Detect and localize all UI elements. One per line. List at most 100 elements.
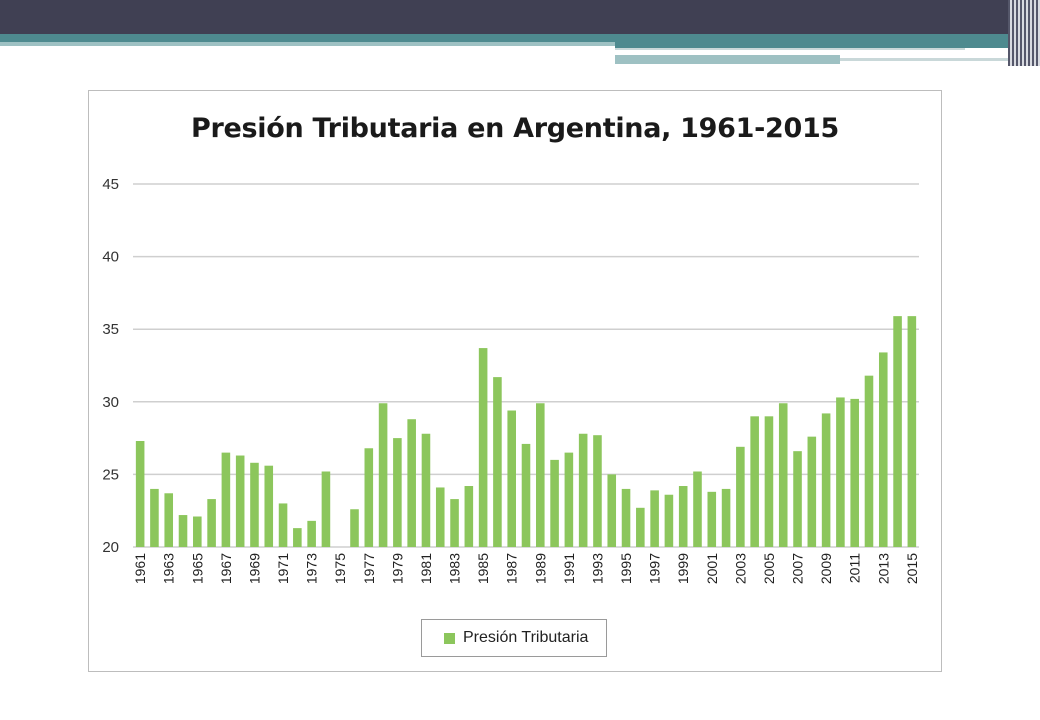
- x-tick-label: 1987: [504, 553, 520, 584]
- bar-1963: [164, 493, 174, 547]
- bar-1997: [650, 490, 659, 547]
- bar-1961: [135, 441, 145, 547]
- y-tick-label: 30: [102, 394, 119, 411]
- bar-1984: [464, 486, 474, 547]
- bar-1974: [321, 471, 331, 547]
- slide-header-accent-light: [0, 42, 615, 46]
- bar-2013: [878, 352, 888, 547]
- x-tick-label: 2003: [732, 553, 748, 584]
- x-tick-label: 1979: [389, 553, 405, 584]
- x-tick-label: 2015: [904, 553, 920, 584]
- bar-1965: [193, 516, 202, 547]
- bar-2010: [836, 397, 845, 547]
- bar-1967: [221, 452, 231, 547]
- slide-header-accent: [0, 34, 1010, 42]
- bar-1986: [493, 377, 502, 547]
- x-tick-label: 1965: [189, 553, 205, 584]
- bar-2005: [764, 416, 774, 547]
- bar-1964: [178, 515, 188, 547]
- x-tick-label: 2011: [847, 553, 863, 583]
- bar-1968: [235, 455, 245, 547]
- y-tick-label: 40: [102, 249, 119, 266]
- bar-1980: [407, 419, 416, 547]
- legend-swatch: [444, 632, 455, 644]
- x-tick-label: 1991: [561, 553, 577, 584]
- bar-1971: [278, 503, 288, 547]
- x-tick-label: 1997: [647, 553, 663, 584]
- y-tick-label: 35: [102, 321, 119, 338]
- x-tick-label: 2009: [818, 553, 834, 584]
- bar-1982: [435, 487, 445, 547]
- x-tick-label: 1961: [132, 553, 148, 584]
- x-tick-label: 1975: [332, 553, 348, 584]
- x-tick-label: 1973: [304, 553, 320, 584]
- chart-frame: Presión Tributaria en Argentina, 1961-20…: [88, 90, 942, 672]
- bar-1970: [264, 465, 274, 547]
- bar-1977: [364, 448, 374, 547]
- x-tick-label: 1985: [475, 553, 491, 584]
- bar-1995: [621, 488, 631, 547]
- bar-2000: [693, 471, 702, 547]
- chart-legend: Presión Tributaria: [421, 619, 607, 657]
- slide-header-line: [615, 48, 965, 50]
- bar-2007: [793, 451, 802, 547]
- x-tick-label: 1981: [418, 553, 434, 584]
- bar-1989: [536, 403, 545, 547]
- bar-1990: [550, 459, 559, 547]
- bar-2001: [707, 491, 717, 547]
- bar-2002: [721, 488, 731, 547]
- y-tick-label: 25: [102, 466, 119, 483]
- bar-1983: [450, 499, 459, 547]
- y-tick-label: 20: [102, 539, 119, 556]
- bar-2015: [907, 316, 917, 547]
- bar-1998: [664, 494, 674, 547]
- y-tick-label: 45: [102, 176, 119, 193]
- bar-2011: [850, 398, 859, 547]
- x-tick-label: 1967: [218, 553, 234, 584]
- bar-2006: [778, 403, 788, 547]
- bar-1981: [421, 433, 431, 547]
- x-tick-label: 1963: [161, 553, 177, 584]
- slide-header-line-short: [840, 58, 1010, 61]
- bar-1972: [293, 528, 302, 547]
- x-tick-label: 1989: [532, 553, 548, 584]
- slide-header-stripes: [1008, 0, 1040, 66]
- bar-2014: [893, 316, 902, 547]
- bar-2009: [821, 413, 831, 547]
- bar-1962: [150, 488, 159, 547]
- x-tick-label: 1977: [361, 553, 377, 584]
- x-tick-label: 2007: [790, 553, 806, 584]
- x-tick-label: 2005: [761, 553, 777, 584]
- x-tick-label: 1995: [618, 553, 634, 584]
- bar-2012: [864, 375, 874, 547]
- bar-2003: [736, 446, 745, 547]
- bar-1987: [507, 410, 516, 547]
- bar-1988: [521, 443, 531, 547]
- bar-2008: [807, 436, 817, 547]
- chart-title: Presión Tributaria en Argentina, 1961-20…: [191, 113, 839, 144]
- bar-1993: [593, 435, 602, 547]
- bar-1966: [207, 499, 216, 547]
- bar-1991: [564, 452, 574, 547]
- bar-1985: [478, 348, 488, 547]
- x-tick-label: 1993: [589, 553, 605, 584]
- bar-chart: 20 25 30 35 40 45 1961 1963 1965 1967 1969 1971 1973…: [102, 176, 920, 584]
- slide-header-bar: [615, 55, 840, 64]
- bar-1973: [307, 520, 316, 547]
- bar-1992: [578, 433, 588, 547]
- bar-1994: [607, 474, 617, 547]
- x-tick-label: 1971: [275, 553, 291, 584]
- bar-1976: [350, 509, 359, 547]
- bar-1996: [636, 507, 645, 547]
- bar-1978: [378, 403, 388, 547]
- legend-label: Presión Tributaria: [463, 629, 589, 646]
- bar-2004: [750, 416, 759, 547]
- x-tick-label: 2001: [704, 553, 720, 584]
- bar-1979: [393, 438, 402, 547]
- bar-1969: [250, 462, 259, 547]
- x-tick-label: 1983: [447, 553, 463, 584]
- x-tick-label: 2013: [875, 553, 891, 584]
- x-tick-label: 1999: [675, 553, 691, 584]
- slide-header-accent-right: [615, 42, 1010, 48]
- x-tick-label: 1969: [246, 553, 262, 584]
